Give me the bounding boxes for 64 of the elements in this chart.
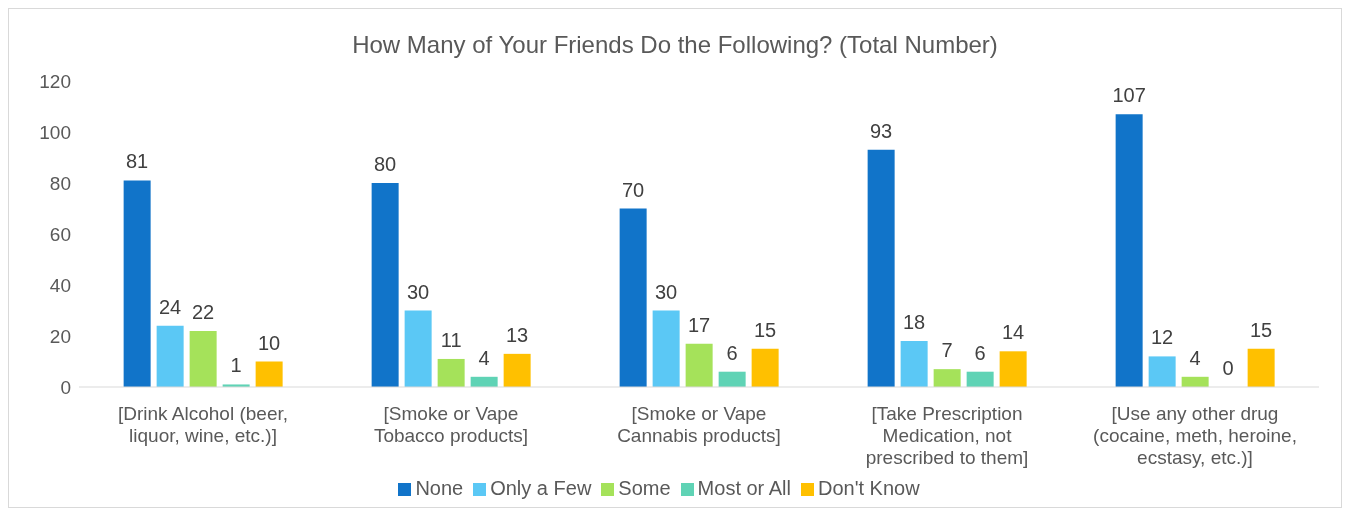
chart-title: How Many of Your Friends Do the Following? (Total Number) — [351, 30, 999, 60]
bar — [867, 149, 895, 387]
data-label: 18 — [903, 311, 926, 334]
y-tick-label: 80 — [49, 172, 71, 194]
data-label: 14 — [1002, 321, 1025, 344]
bar — [404, 310, 432, 387]
legend-label: Some — [618, 477, 671, 499]
x-tick-label: [Smoke or Vape Tobacco products] — [373, 403, 529, 446]
y-tick-label: 20 — [49, 325, 71, 347]
data-label: 6 — [974, 341, 986, 364]
bar — [189, 330, 217, 387]
bar — [718, 371, 746, 387]
y-tick-label: 120 — [39, 70, 71, 92]
data-label: 12 — [1151, 326, 1174, 349]
data-label: 1 — [230, 354, 242, 377]
bar — [999, 351, 1027, 387]
bar — [652, 310, 680, 387]
data-label: 7 — [941, 339, 953, 362]
legend-label: None — [415, 477, 464, 499]
data-label: 81 — [126, 150, 149, 173]
data-label: 70 — [622, 178, 645, 201]
bar — [123, 180, 151, 387]
x-tick-label: [Use any other drug (cocaine, meth, heroine, ecstasy, etc.)] — [1093, 403, 1297, 468]
data-label: 13 — [506, 323, 529, 346]
y-tick-label: 100 — [39, 121, 71, 143]
data-label: 80 — [374, 153, 397, 175]
y-tick-label: 0 — [60, 376, 71, 398]
legend-label: Most or All — [697, 477, 791, 499]
bar — [503, 353, 531, 387]
data-label: 4 — [1189, 346, 1201, 369]
bar — [437, 358, 465, 387]
x-tick-label: [Smoke or Vape Cannabis products] — [617, 403, 781, 446]
y-tick-label: 40 — [49, 274, 71, 296]
bar — [900, 341, 928, 387]
data-label: 107 — [1112, 84, 1146, 107]
bar — [1115, 114, 1143, 387]
bar — [685, 343, 713, 387]
data-label: 4 — [478, 346, 490, 369]
x-tick-label: [Take Prescription Medication, not prescribed to them] — [865, 403, 1029, 468]
data-label: 30 — [655, 280, 678, 303]
legend-label: Don't Know — [817, 477, 920, 499]
data-label: 15 — [1250, 318, 1273, 341]
bar — [1247, 348, 1275, 387]
data-label: 15 — [754, 318, 777, 341]
data-label: 11 — [440, 328, 462, 351]
bar — [751, 348, 779, 387]
bar — [371, 183, 399, 387]
bar — [1148, 356, 1176, 387]
data-label: 93 — [870, 119, 893, 142]
data-label: 30 — [407, 280, 430, 303]
data-label: 22 — [192, 300, 215, 323]
bar — [156, 325, 184, 387]
legend-label: Only a Few — [490, 477, 592, 499]
y-tick-label: 60 — [49, 223, 71, 245]
data-label: 6 — [726, 341, 738, 364]
bar — [255, 361, 283, 387]
bar — [966, 371, 994, 387]
data-label: 10 — [258, 331, 281, 354]
bar — [933, 369, 961, 387]
data-label: 24 — [159, 295, 182, 318]
data-label: 17 — [688, 313, 711, 336]
bar — [619, 208, 647, 387]
data-label: 0 — [1222, 356, 1234, 379]
x-tick-label: [Drink Alcohol (beer, liquor, wine, etc.)] — [117, 403, 289, 446]
